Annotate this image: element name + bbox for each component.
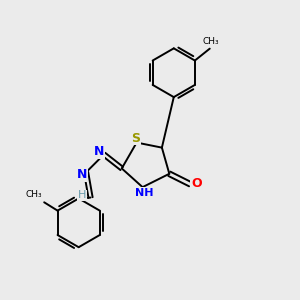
Text: O: O: [191, 177, 202, 190]
Text: CH₃: CH₃: [202, 37, 219, 46]
Text: CH₃: CH₃: [25, 190, 42, 199]
Text: NH: NH: [135, 188, 153, 198]
Text: H: H: [78, 190, 86, 200]
Text: N: N: [93, 145, 104, 158]
Text: S: S: [131, 132, 140, 145]
Text: N: N: [76, 168, 87, 181]
